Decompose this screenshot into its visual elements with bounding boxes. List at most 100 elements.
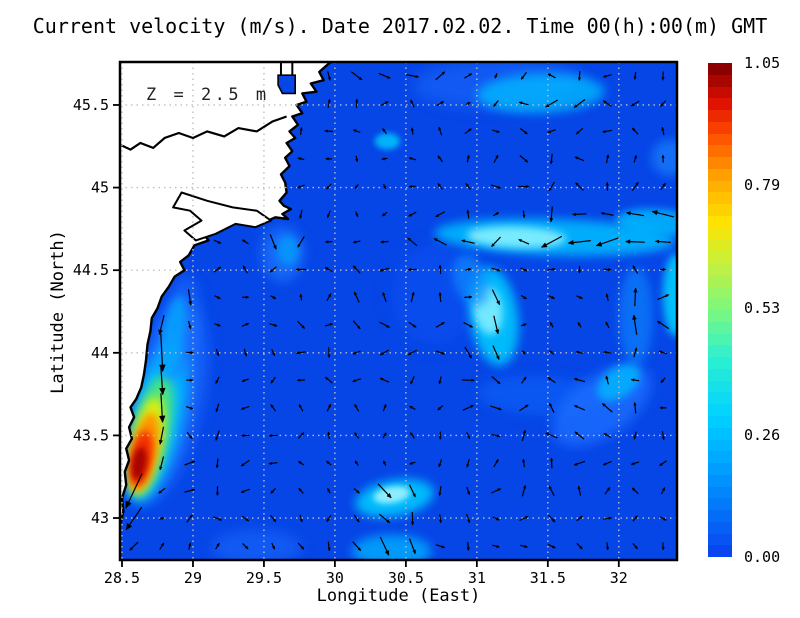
velocity-arrow-head [635,181,639,186]
velocity-arrow-head [218,517,223,521]
velocity-arrow-head [523,268,528,272]
velocity-arrow-head [548,485,553,490]
velocity-arrow-head [188,325,192,330]
velocity-arrow-head [547,130,552,134]
velocity-arrow-head [216,352,220,357]
delta-lake [277,74,296,95]
velocity-arrow-head [158,439,164,445]
velocity-arrow-head [551,545,556,549]
velocity-arrow-head [327,547,331,552]
velocity-arrow-head [242,265,247,270]
velocity-arrow-head [324,129,328,133]
velocity-arrow-head [495,355,500,361]
velocity-arrow-head [661,487,665,492]
velocity-arrow-head [468,354,472,359]
colorbar-segment [708,157,732,169]
velocity-arrow-head [608,516,613,520]
velocity-arrow-head [573,462,578,466]
velocity-arrow-head [495,154,499,159]
velocity-arrow-head [270,379,275,384]
velocity-arrow-head [215,464,219,469]
velocity-arrow-head [549,321,554,326]
velocity-arrow-head [327,76,331,81]
velocity-arrow-head [216,542,220,547]
velocity-arrow-head [354,460,359,465]
velocity-arrow-head [523,295,528,300]
velocity-arrow-head [160,517,165,521]
velocity-arrow-head [433,238,438,242]
velocity-arrow-head [381,212,386,217]
velocity-arrow-head [240,489,245,493]
velocity-arrow-head [630,102,635,107]
velocity-blob [616,208,677,236]
colorbar-tick-label: 0.00 [744,548,781,566]
plot-frame [118,60,679,562]
velocity-arrow-head [520,75,525,80]
velocity-arrow-head [545,103,550,108]
velocity-arrow-head [631,487,636,492]
colorbar-segment [708,333,732,346]
x-tick-label: 30.5 [388,569,424,587]
velocity-arrow-head [522,323,527,327]
velocity-arrow-head [577,270,582,274]
x-tick-label: 32 [610,569,628,587]
velocity-arrow-head [408,461,413,465]
velocity-arrow-head [215,408,219,413]
velocity-arrow-head [522,458,526,463]
velocity-arrow-head [410,521,415,526]
velocity-arrow-head [524,544,529,548]
velocity-arrow-head [573,377,578,382]
velocity-arrow-head [495,517,500,521]
colorbar-segment [708,486,732,499]
velocity-arrow-head [440,101,445,105]
velocity-arrow-head [270,489,275,494]
velocity-arrow-head [296,185,301,189]
colorbar-segment [708,321,732,334]
velocity-arrow-head [577,77,582,82]
velocity-arrow-head [217,240,222,244]
velocity-arrow-head [408,405,414,410]
velocity-arrow-head [160,542,165,547]
velocity-arrow-head [268,461,273,465]
y-tick-label: 44.5 [73,261,109,279]
velocity-arrow-head [438,463,442,468]
velocity-arrow-head [632,265,636,270]
velocity-arrow-head [579,295,584,299]
velocity-arrow-head [129,546,134,551]
velocity-arrow-head [661,154,665,159]
velocity-arrow-head [329,322,334,327]
velocity-arrow-head [240,462,245,467]
velocity-blob [159,295,187,378]
colorbar-segment [708,286,732,299]
velocity-arrow-head [665,294,670,298]
velocity-arrow-head [549,218,554,223]
velocity-arrow-head [540,242,548,248]
colorbar-segment [708,357,732,369]
velocity-arrow-head [659,462,664,466]
velocity-arrow-head [159,387,166,396]
chart-title: Current velocity (m/s). Date 2017.02.02.… [32,14,768,38]
colorbar-segment [708,74,732,87]
velocity-arrow-head [654,239,660,244]
velocity-arrow-head [467,128,472,132]
velocity-arrow-head [241,239,246,243]
velocity-arrow-head [518,101,523,105]
colorbar-segment [708,145,732,158]
velocity-arrow-head [524,516,529,520]
velocity-arrow-head [630,378,635,382]
lagoon-outline [172,191,272,242]
velocity-blob [351,534,432,560]
velocity-arrow-head [354,185,359,190]
velocity-arrow-head [601,403,606,407]
colorbar-segment [708,392,732,405]
velocity-arrow-head [240,406,245,410]
velocity-arrow-head [241,378,246,382]
velocity-arrow-head [574,156,579,160]
velocity-arrow-head [661,436,665,441]
velocity-arrow-head [634,347,638,352]
velocity-arrow-head [461,239,466,243]
velocity-arrow-head [270,403,274,408]
colorbar-segment [708,545,732,558]
